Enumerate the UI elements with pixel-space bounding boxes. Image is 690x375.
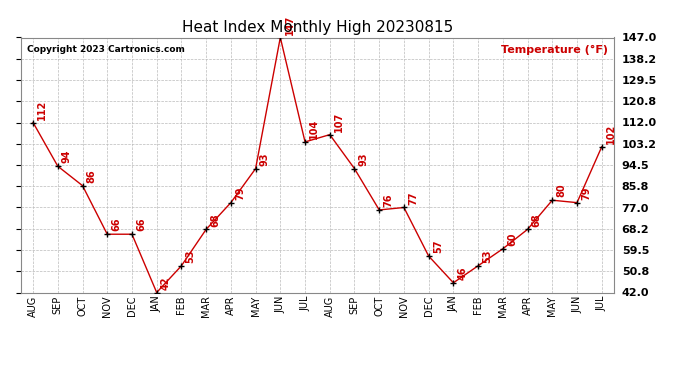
Text: 102: 102	[606, 124, 616, 144]
Text: 46: 46	[457, 267, 468, 280]
Text: 68: 68	[532, 213, 542, 226]
Text: 94: 94	[62, 150, 72, 164]
Text: 68: 68	[210, 213, 220, 226]
Text: 66: 66	[136, 218, 146, 231]
Text: Temperature (°F): Temperature (°F)	[501, 45, 608, 55]
Text: 77: 77	[408, 191, 418, 205]
Text: 76: 76	[384, 194, 393, 207]
Text: 53: 53	[482, 249, 492, 263]
Text: 80: 80	[556, 184, 566, 197]
Text: 60: 60	[507, 232, 517, 246]
Text: 112: 112	[37, 99, 47, 120]
Text: Copyright 2023 Cartronics.com: Copyright 2023 Cartronics.com	[27, 45, 184, 54]
Text: 93: 93	[359, 152, 368, 166]
Text: 107: 107	[334, 112, 344, 132]
Text: 93: 93	[259, 152, 270, 166]
Text: 86: 86	[87, 169, 97, 183]
Text: 53: 53	[186, 249, 195, 263]
Text: 79: 79	[581, 186, 591, 200]
Text: 57: 57	[433, 240, 443, 253]
Text: 42: 42	[161, 276, 171, 290]
Text: 66: 66	[111, 218, 121, 231]
Text: 104: 104	[309, 119, 319, 139]
Text: 79: 79	[235, 186, 245, 200]
Text: 147: 147	[284, 15, 295, 35]
Title: Heat Index Monthly High 20230815: Heat Index Monthly High 20230815	[181, 20, 453, 35]
